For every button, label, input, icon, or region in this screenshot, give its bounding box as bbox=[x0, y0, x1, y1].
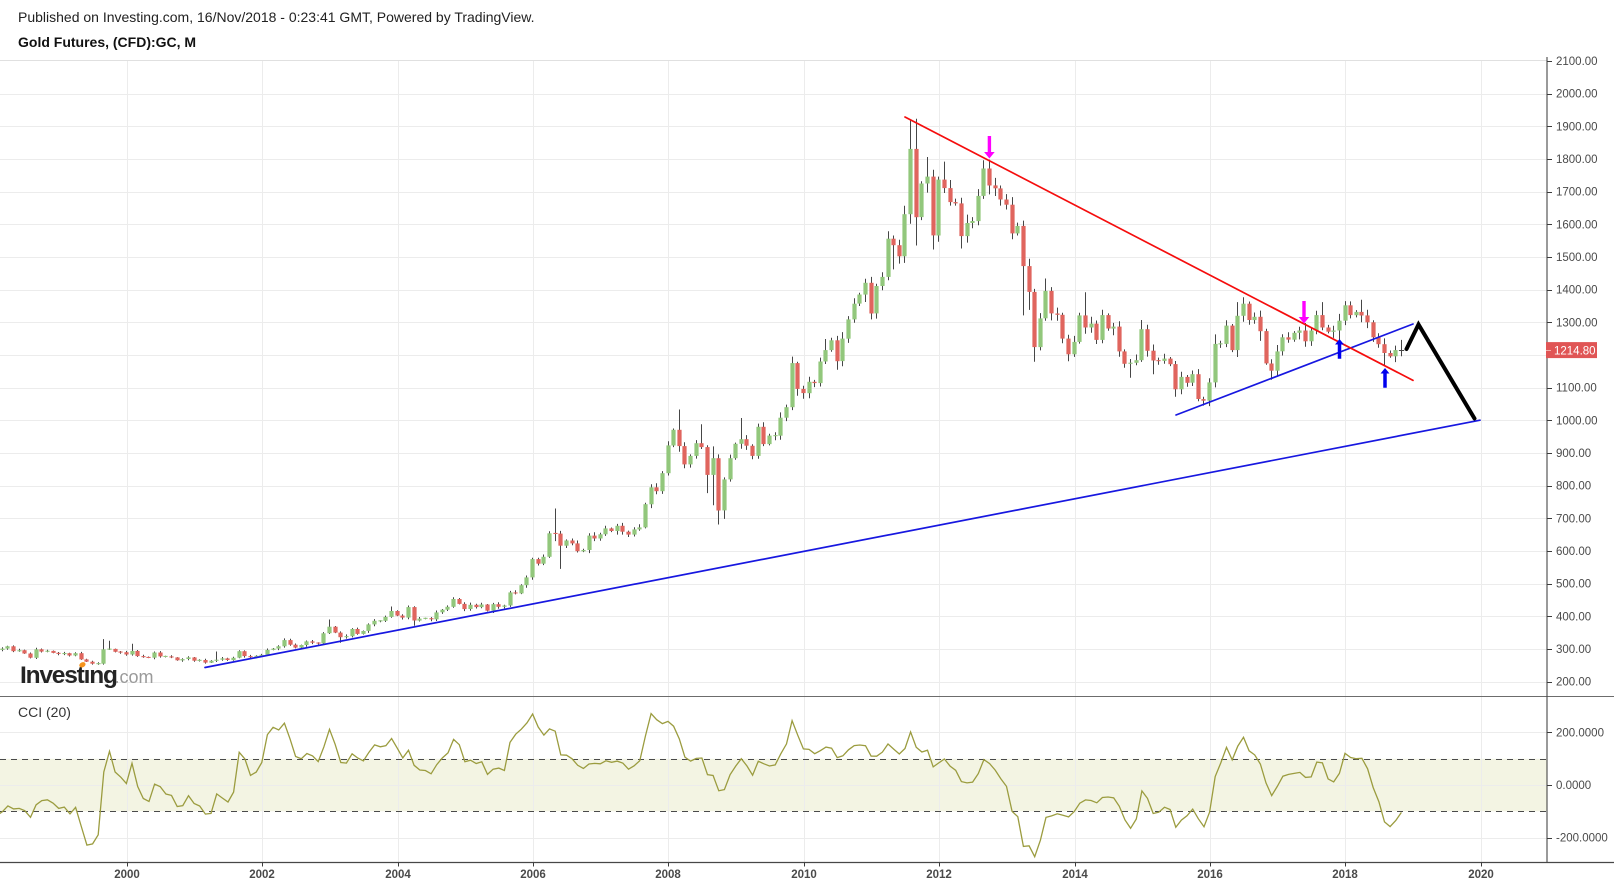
svg-text:2100.00: 2100.00 bbox=[1556, 56, 1598, 68]
svg-text:Published on Investing.com, 16: Published on Investing.com, 16/Nov/2018 … bbox=[18, 9, 534, 25]
svg-text:200.00: 200.00 bbox=[1556, 677, 1591, 689]
svg-text:600.00: 600.00 bbox=[1556, 546, 1591, 558]
svg-text:1600.00: 1600.00 bbox=[1556, 219, 1598, 231]
svg-text:2004: 2004 bbox=[385, 869, 411, 881]
svg-text:2012: 2012 bbox=[926, 869, 952, 881]
svg-text:2010: 2010 bbox=[791, 869, 817, 881]
svg-text:.com: .com bbox=[115, 667, 154, 687]
svg-text:1900.00: 1900.00 bbox=[1556, 121, 1598, 133]
svg-text:Gold Futures, (CFD):GC, M: Gold Futures, (CFD):GC, M bbox=[18, 34, 196, 50]
svg-text:Investıng: Investıng bbox=[20, 662, 117, 689]
svg-text:1100.00: 1100.00 bbox=[1556, 383, 1597, 395]
svg-text:2000.00: 2000.00 bbox=[1556, 89, 1598, 101]
svg-text:1400.00: 1400.00 bbox=[1556, 285, 1598, 297]
svg-text:400.00: 400.00 bbox=[1556, 611, 1591, 623]
svg-text:2016: 2016 bbox=[1197, 869, 1223, 881]
svg-text:2008: 2008 bbox=[655, 869, 681, 881]
svg-text:800.00: 800.00 bbox=[1556, 481, 1591, 493]
svg-text:1700.00: 1700.00 bbox=[1556, 187, 1598, 199]
svg-text:900.00: 900.00 bbox=[1556, 448, 1591, 460]
svg-text:1000.00: 1000.00 bbox=[1556, 415, 1598, 427]
svg-text:2020: 2020 bbox=[1468, 869, 1494, 881]
svg-text:2014: 2014 bbox=[1062, 869, 1088, 881]
svg-text:300.00: 300.00 bbox=[1556, 644, 1591, 656]
svg-text:0.0000: 0.0000 bbox=[1556, 780, 1591, 792]
svg-text:-200.0000: -200.0000 bbox=[1556, 833, 1608, 845]
svg-text:500.00: 500.00 bbox=[1556, 579, 1591, 591]
svg-text:2002: 2002 bbox=[249, 869, 275, 881]
svg-text:700.00: 700.00 bbox=[1556, 513, 1591, 525]
svg-text:200.0000: 200.0000 bbox=[1556, 728, 1604, 740]
svg-text:CCI (20): CCI (20) bbox=[18, 704, 71, 720]
svg-text:2018: 2018 bbox=[1332, 869, 1358, 881]
svg-text:1800.00: 1800.00 bbox=[1556, 154, 1598, 166]
svg-text:2006: 2006 bbox=[520, 869, 546, 881]
svg-text:2000: 2000 bbox=[114, 869, 140, 881]
svg-text:1500.00: 1500.00 bbox=[1556, 252, 1598, 264]
svg-text:1300.00: 1300.00 bbox=[1556, 317, 1598, 329]
svg-text:1214.80: 1214.80 bbox=[1554, 345, 1596, 357]
